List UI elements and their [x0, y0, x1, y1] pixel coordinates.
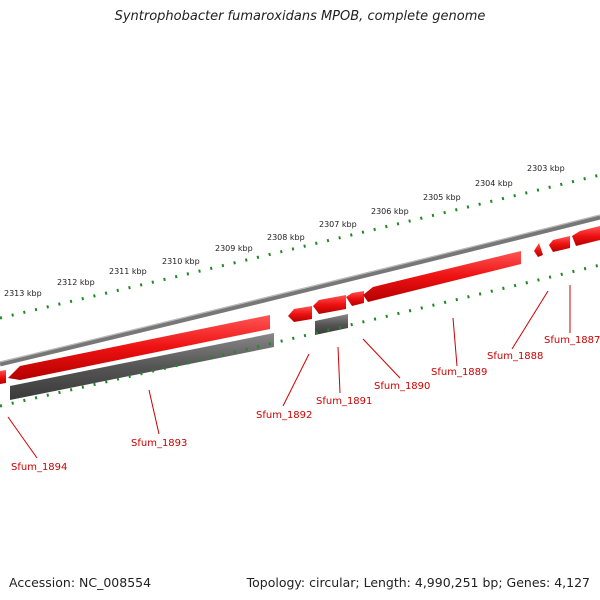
kbp-label: 2310 kbp: [162, 257, 200, 266]
gene-label-sfum-1893: Sfum_1893: [131, 438, 187, 449]
gene-label-sfum-1891: Sfum_1891: [316, 396, 372, 407]
inner-tick-track: [0, 263, 600, 408]
kbp-label: 2309 kbp: [215, 244, 253, 253]
kbp-labels: 2303 kbp 2304 kbp 2305 kbp 2306 kbp 2307…: [4, 164, 565, 298]
forward-genes: [0, 226, 600, 384]
kbp-label: 2313 kbp: [4, 289, 42, 298]
genome-stats-text: Topology: circular; Length: 4,990,251 bp…: [246, 575, 590, 590]
gene-arrow-large-left: [8, 315, 270, 380]
kbp-label: 2304 kbp: [475, 179, 513, 188]
kbp-label: 2307 kbp: [319, 220, 357, 229]
gene-arrow-sfum-1891: [313, 295, 346, 314]
gene-label-sfum-1889: Sfum_1889: [431, 367, 487, 378]
gene-arrow-sfum-1891-reverse: [315, 314, 348, 335]
gene-label-sfum-1892: Sfum_1892: [256, 410, 312, 421]
gene-arrow-sfum-1889: [363, 251, 521, 302]
kbp-label: 2305 kbp: [423, 193, 461, 202]
page-title: Syntrophobacter fumaroxidans MPOB, compl…: [114, 9, 486, 24]
gene-label-sfum-1888: Sfum_1888: [487, 351, 543, 362]
kbp-label: 2303 kbp: [527, 164, 565, 173]
gene-arrow-sfum-1893: [10, 333, 274, 400]
gene-label-sfum-1890: Sfum_1890: [374, 381, 430, 392]
kbp-label: 2311 kbp: [109, 267, 147, 276]
gene-arrow-sfum-1887: [572, 226, 600, 246]
reverse-genes: [10, 314, 348, 400]
genome-backbone: [0, 214, 600, 367]
gene-arrow-small: [534, 243, 543, 257]
gene-arrow-sfum-1888: [549, 236, 570, 252]
kbp-label: 2306 kbp: [371, 207, 409, 216]
gene-label-sfum-1894: Sfum_1894: [11, 462, 67, 473]
gene-arrow-sfum-1892: [288, 306, 312, 322]
gene-arrow-sfum-1894-head: [0, 370, 6, 384]
gene-arrow-sfum-1890: [346, 291, 364, 306]
kbp-ruler-track: [0, 173, 600, 320]
kbp-label: 2308 kbp: [267, 233, 305, 242]
kbp-label: 2312 kbp: [57, 278, 95, 287]
leader-lines: [7, 285, 571, 459]
gene-label-sfum-1887: Sfum_1887: [544, 335, 600, 346]
gene-labels: Sfum_1887 Sfum_1888 Sfum_1889 Sfum_1890 …: [11, 335, 600, 473]
accession-text: Accession: NC_008554: [9, 575, 152, 590]
